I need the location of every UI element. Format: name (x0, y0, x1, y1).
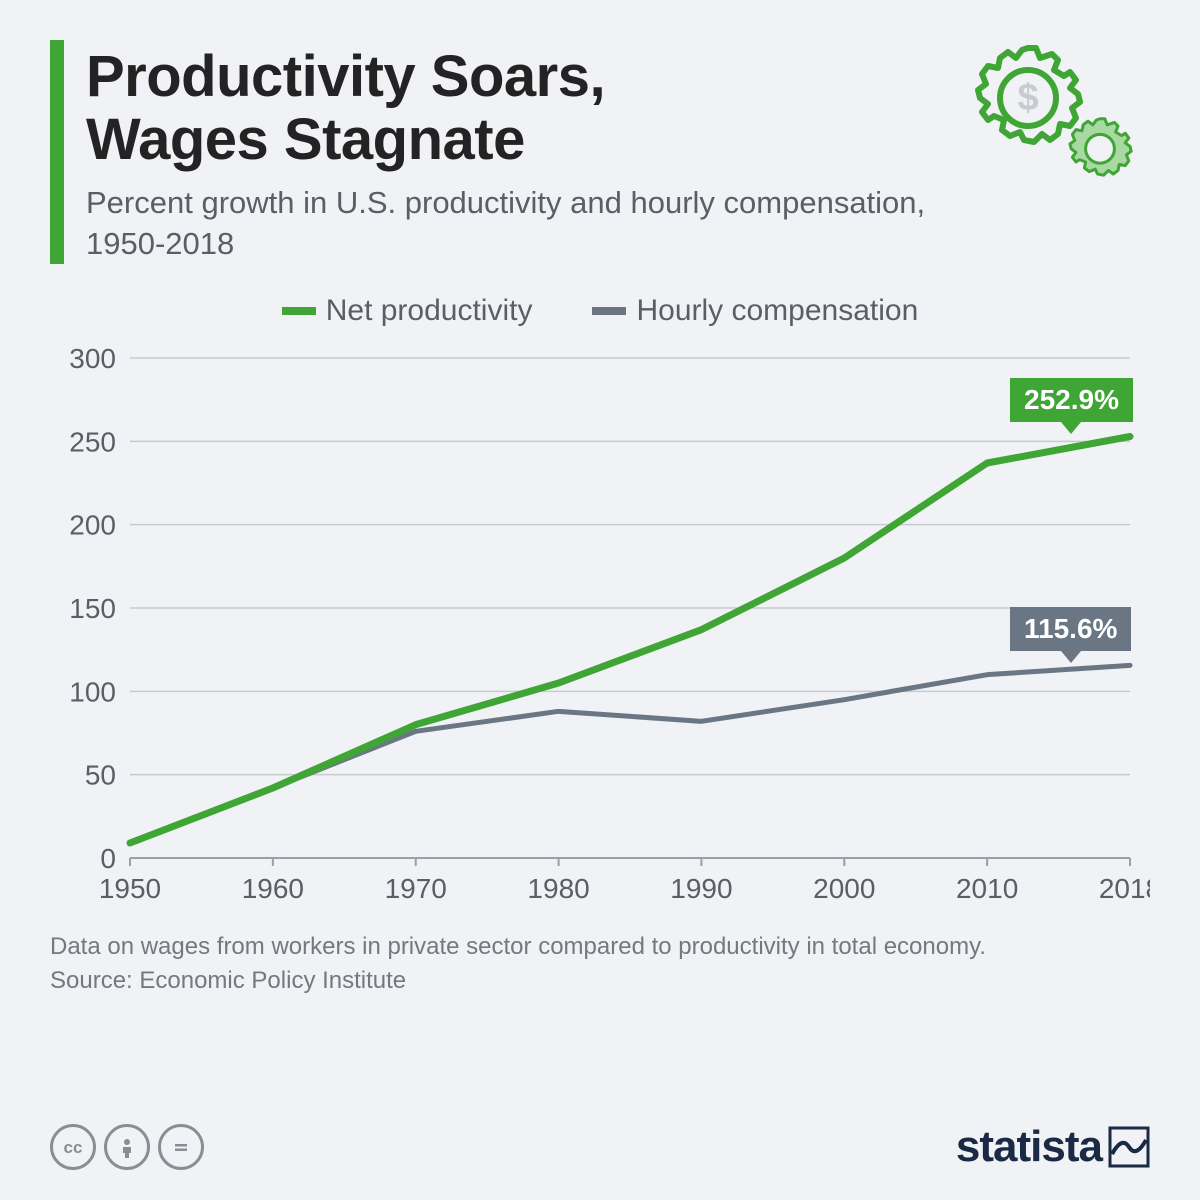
title-block: Productivity Soars, Wages Stagnate Perce… (50, 40, 930, 264)
legend-swatch-productivity (282, 307, 316, 315)
svg-text:1990: 1990 (670, 873, 732, 904)
nd-icon (158, 1124, 204, 1170)
chart-legend: Net productivity Hourly compensation (50, 294, 1150, 328)
page-title: Productivity Soars, Wages Stagnate (86, 46, 930, 171)
header: Productivity Soars, Wages Stagnate Perce… (50, 40, 1150, 264)
by-icon (104, 1124, 150, 1170)
footnote: Data on wages from workers in private se… (50, 930, 1150, 964)
svg-text:150: 150 (69, 593, 116, 624)
svg-text:2000: 2000 (813, 873, 875, 904)
svg-text:1960: 1960 (242, 873, 304, 904)
callout-compensation: 115.6% (1010, 607, 1131, 651)
svg-text:300: 300 (69, 343, 116, 374)
legend-item-compensation: Hourly compensation (592, 294, 918, 328)
gears-dollar-icon: $ (960, 40, 1150, 200)
callout-productivity: 252.9% (1010, 378, 1133, 422)
svg-text:$: $ (1017, 77, 1038, 119)
statista-logo: statista (956, 1122, 1150, 1172)
svg-text:2010: 2010 (956, 873, 1018, 904)
svg-text:250: 250 (69, 426, 116, 457)
svg-text:0: 0 (100, 843, 116, 874)
legend-label-productivity: Net productivity (326, 294, 533, 328)
svg-text:2018: 2018 (1099, 873, 1150, 904)
callout-compensation-value: 115.6% (1024, 613, 1117, 644)
svg-text:1980: 1980 (527, 873, 589, 904)
legend-label-compensation: Hourly compensation (636, 294, 918, 328)
line-chart: 0 50 100 150 200 250 300 1950 1960 1970 1980 1990 20… (50, 338, 1150, 908)
title-text: Productivity Soars, Wages Stagnate Perce… (86, 40, 930, 264)
svg-text:50: 50 (85, 760, 116, 791)
svg-text:cc: cc (64, 1138, 83, 1157)
callout-productivity-value: 252.9% (1024, 384, 1119, 415)
page-subtitle: Percent growth in U.S. productivity and … (86, 183, 930, 264)
source-line: Source: Economic Policy Institute (50, 967, 1150, 995)
svg-text:200: 200 (69, 510, 116, 541)
svg-text:1950: 1950 (99, 873, 161, 904)
svg-text:1970: 1970 (385, 873, 447, 904)
footer-bar: cc statista (50, 1122, 1150, 1172)
cc-license-icons: cc (50, 1124, 204, 1170)
svg-text:100: 100 (69, 676, 116, 707)
legend-swatch-compensation (592, 307, 626, 315)
brand-text: statista (956, 1122, 1102, 1172)
statista-wave-icon (1108, 1126, 1150, 1168)
cc-icon: cc (50, 1124, 96, 1170)
legend-item-productivity: Net productivity (282, 294, 533, 328)
title-line-1: Productivity Soars, (86, 44, 605, 109)
accent-bar (50, 40, 64, 264)
title-line-2: Wages Stagnate (86, 107, 525, 172)
